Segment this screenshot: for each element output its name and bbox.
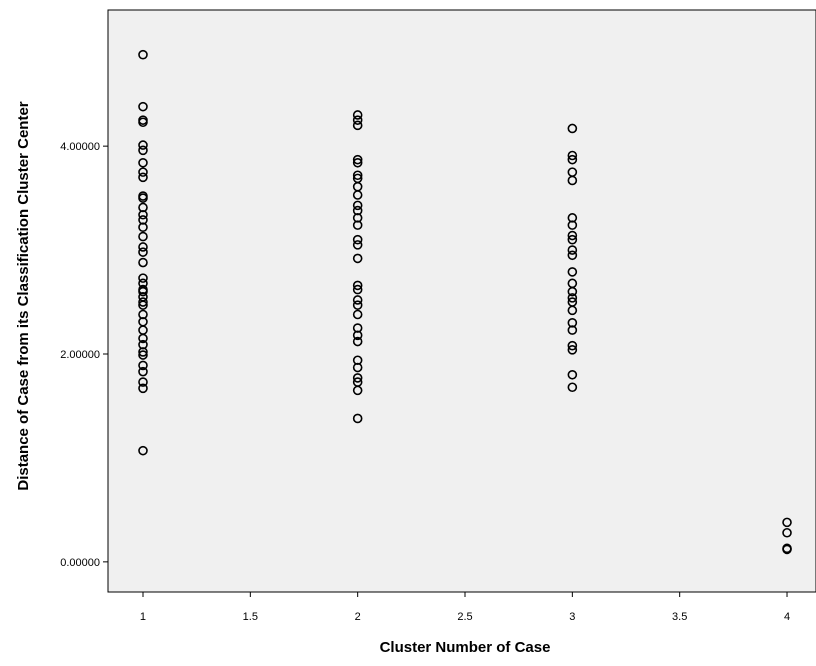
point [138,273,148,283]
point [782,527,792,538]
point [567,345,578,355]
point [138,300,148,310]
point [352,373,363,383]
point [567,245,578,255]
x-axis-title: Cluster Number of Case [380,639,551,656]
x-tick-label: 1 [140,611,146,623]
point [138,377,148,387]
x-tick-label: 2.5 [457,611,472,623]
point [352,240,363,250]
point [567,286,578,297]
y-tick-label: 2.00000 [60,349,100,361]
point [567,175,578,186]
point [352,330,363,341]
x-tick-label: 2 [355,611,361,623]
point [138,257,148,268]
x-tick-label: 3 [569,611,575,623]
point [352,200,363,211]
point [567,369,578,380]
point [567,123,578,134]
point [138,247,148,257]
y-axis-title: Distance of Case from its Classification… [15,101,32,490]
point [352,309,363,320]
point [567,250,578,261]
point [138,145,148,156]
point [138,117,148,128]
point [352,154,363,165]
y-tick-label: 0.00000 [60,557,100,569]
x-tick-label: 3.5 [672,611,687,623]
point [352,234,363,245]
point [352,120,363,131]
point [138,297,148,307]
point [138,209,148,220]
point [567,293,578,303]
point [138,347,148,357]
point [352,385,363,396]
point [138,383,148,394]
point [567,230,578,241]
point [352,300,363,310]
point [138,193,148,203]
point [567,150,578,161]
point [567,154,578,165]
point [567,267,578,277]
point [138,286,148,297]
point [352,115,363,125]
y-tick-label: 4.00000 [60,141,100,153]
point [567,382,578,393]
point [352,336,363,347]
point [352,170,363,181]
point [352,157,363,168]
point [352,362,363,373]
point [782,544,792,555]
point [138,350,148,360]
point [352,280,363,291]
point [352,190,363,200]
point [567,220,578,230]
point [352,253,363,264]
point [138,167,148,177]
point [352,220,363,230]
point [352,413,363,424]
point [567,325,578,335]
point [567,234,578,245]
point [138,157,148,168]
point [352,110,363,120]
plot-area [107,9,816,593]
point [567,340,578,351]
point [567,305,578,316]
point [138,101,148,112]
point [138,333,148,344]
point [138,242,148,252]
x-tick-label: 1.5 [243,611,258,623]
point [352,284,363,295]
point [138,172,148,183]
point [782,517,792,528]
point [352,295,363,305]
point [138,360,148,371]
point [138,140,148,150]
point [138,49,148,60]
point [138,231,148,242]
point [138,445,148,456]
point [138,366,148,377]
point [138,222,148,233]
x-tick-label: 4 [784,611,790,623]
